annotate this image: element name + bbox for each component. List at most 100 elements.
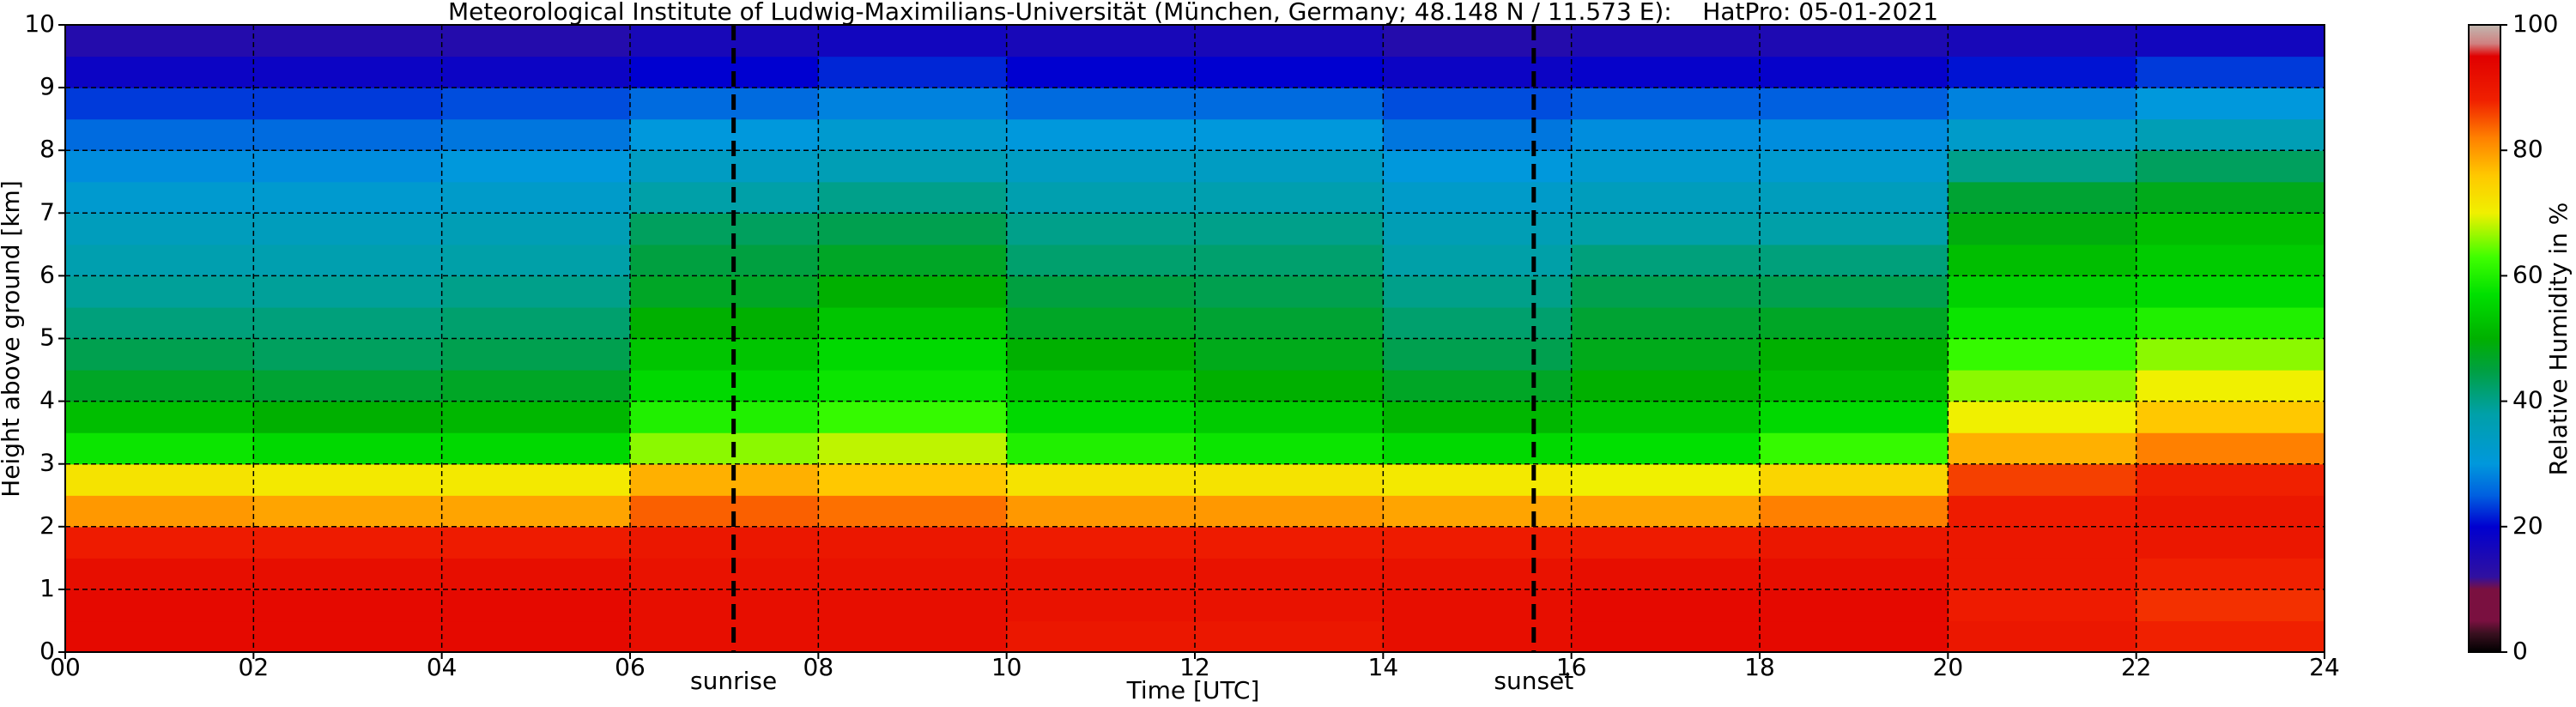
heatmap-cell xyxy=(2136,88,2325,120)
heatmap-cell xyxy=(1195,56,1384,88)
heatmap-cell xyxy=(1383,526,1573,559)
heatmap-cell xyxy=(65,401,254,433)
heatmap-cell xyxy=(2136,118,2325,151)
heatmap-cell xyxy=(630,495,819,528)
heatmap-cell xyxy=(1948,306,2137,340)
heatmap-cell xyxy=(1948,370,2137,402)
heatmap-cell xyxy=(1760,118,1949,151)
heatmap-cell xyxy=(65,118,254,151)
heatmap-cell xyxy=(818,401,1008,433)
heatmap-cell xyxy=(1383,88,1573,120)
heatmap-cell xyxy=(253,432,443,465)
heatmap-cell xyxy=(253,56,443,88)
y-tick-label: 5 xyxy=(39,323,55,352)
heatmap-cell xyxy=(1006,181,1196,214)
heatmap-cell xyxy=(253,589,443,622)
heatmap-cell xyxy=(441,150,631,183)
heatmap-cell xyxy=(1006,432,1196,465)
heatmap-cell xyxy=(1948,495,2137,528)
heatmap-cell xyxy=(1948,150,2137,183)
heatmap-cell xyxy=(441,558,631,590)
heatmap-cell xyxy=(630,150,819,183)
heatmap-cell xyxy=(1006,495,1196,528)
heatmap-cell xyxy=(253,88,443,120)
heatmap-cell xyxy=(1383,150,1573,183)
heatmap-cell xyxy=(2136,463,2325,496)
heatmap-cell xyxy=(818,306,1008,340)
heatmap-cell xyxy=(1195,88,1384,120)
heatmap-cell xyxy=(1571,370,1761,402)
heatmap-cell xyxy=(1948,338,2137,371)
heatmap-cell xyxy=(1006,88,1196,120)
heatmap-cell xyxy=(1571,338,1761,371)
y-tick-label: 3 xyxy=(39,449,55,477)
heatmap-cell xyxy=(2136,401,2325,433)
heatmap-cell xyxy=(2136,306,2325,340)
heatmap-cell xyxy=(65,432,254,465)
heatmap-cell xyxy=(441,432,631,465)
heatmap-cell xyxy=(1195,275,1384,308)
heatmap-cell xyxy=(1760,213,1949,245)
heatmap-cell xyxy=(818,526,1008,559)
heatmap-cell xyxy=(65,526,254,559)
heatmap-cell xyxy=(1383,620,1573,653)
heatmap-cell xyxy=(1948,25,2137,57)
heatmap-cell xyxy=(1195,432,1384,465)
heatmap-cell xyxy=(1760,181,1949,214)
heatmap-cell xyxy=(441,25,631,57)
heatmap-cell xyxy=(1195,181,1384,214)
heatmap-cell xyxy=(253,275,443,308)
heatmap-cell xyxy=(65,620,254,653)
heatmap-cell xyxy=(1760,275,1949,308)
y-tick-label: 1 xyxy=(39,574,55,602)
heatmap-cell xyxy=(2136,338,2325,371)
colorbar-tick-label: 80 xyxy=(2512,135,2543,163)
heatmap-cell xyxy=(65,88,254,120)
heatmap-cell xyxy=(1195,463,1384,496)
heatmap-cell xyxy=(1760,338,1949,371)
heatmap-cell xyxy=(1571,244,1761,276)
heatmap-cell xyxy=(1383,275,1573,308)
heatmap-cell xyxy=(1948,401,2137,433)
heatmap-cell xyxy=(1195,306,1384,340)
heatmap-cell xyxy=(630,181,819,214)
heatmap-cell xyxy=(630,118,819,151)
heatmap-cell xyxy=(1006,370,1196,402)
heatmap-cell xyxy=(2136,620,2325,653)
heatmap-cell xyxy=(818,495,1008,528)
heatmap-cell xyxy=(1571,306,1761,340)
heatmap-cell xyxy=(65,338,254,371)
heatmap-cell xyxy=(1760,526,1949,559)
heatmap-cell xyxy=(1948,526,2137,559)
heatmap-cell xyxy=(1383,56,1573,88)
heatmap-cell xyxy=(65,56,254,88)
heatmap-cell xyxy=(253,150,443,183)
heatmap-cell xyxy=(1760,56,1949,88)
heatmap-cell xyxy=(1195,526,1384,559)
heatmap-cell xyxy=(1383,589,1573,622)
x-axis-label: Time [UTC] xyxy=(1126,676,1260,704)
heatmap-cell xyxy=(65,370,254,402)
heatmap-cell xyxy=(1006,589,1196,622)
annotation-label: sunrise xyxy=(690,667,777,695)
y-tick-label: 10 xyxy=(24,9,55,38)
heatmap-cell xyxy=(1006,401,1196,433)
heatmap-cell xyxy=(441,338,631,371)
heatmap-cell xyxy=(253,244,443,276)
heatmap-cell xyxy=(818,463,1008,496)
heatmap-cell xyxy=(1571,401,1761,433)
heatmap-cell xyxy=(253,401,443,433)
heatmap-cell xyxy=(65,495,254,528)
heatmap-cell xyxy=(818,620,1008,653)
heatmap-cell xyxy=(1383,306,1573,340)
heatmap-cell xyxy=(1195,401,1384,433)
heatmap-cell xyxy=(1571,526,1761,559)
heatmap-cell xyxy=(818,558,1008,590)
heatmap-cell xyxy=(630,558,819,590)
heatmap-cell xyxy=(441,213,631,245)
heatmap-cell xyxy=(253,338,443,371)
heatmap-cell xyxy=(1195,150,1384,183)
heatmap-cell xyxy=(253,25,443,57)
heatmap-cell xyxy=(2136,526,2325,559)
